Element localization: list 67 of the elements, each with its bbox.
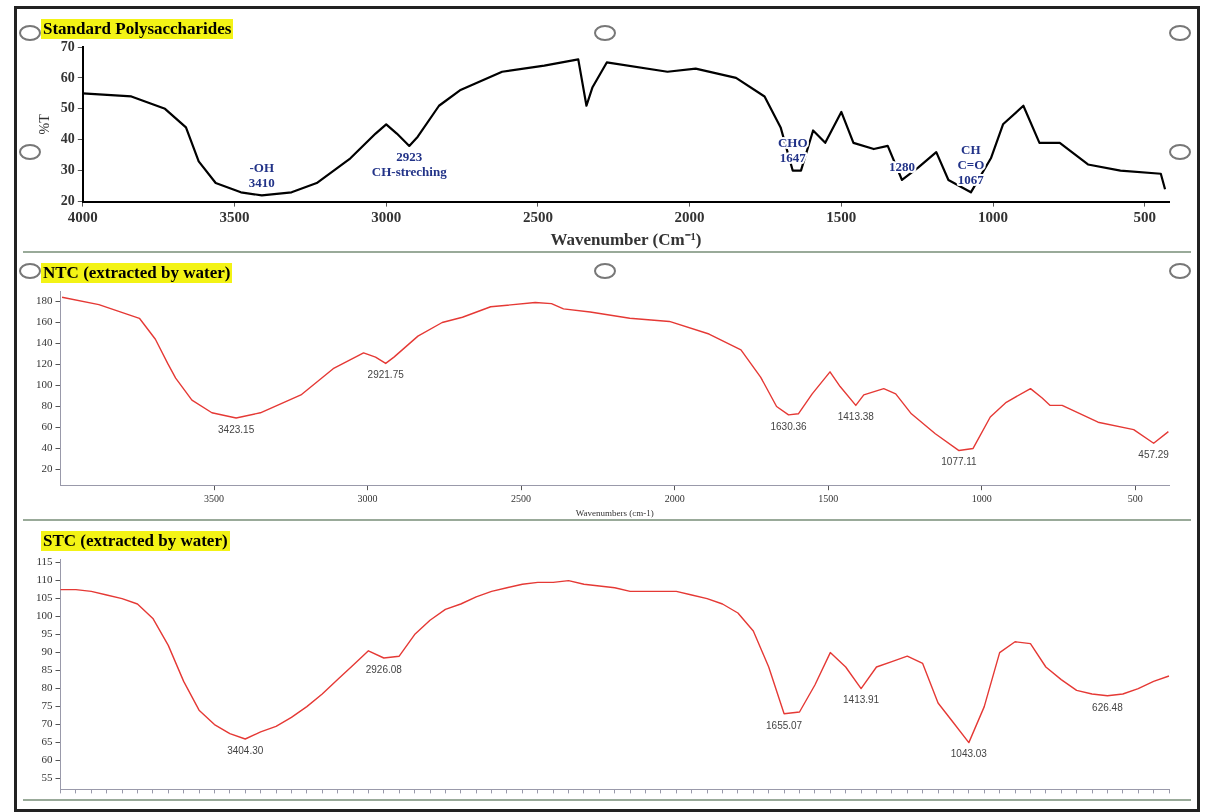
annotation: 2921.75: [367, 369, 405, 381]
y-tick-label: 65: [41, 735, 53, 748]
x-tick-label: 3500: [219, 209, 250, 226]
annotation: 2926.08: [365, 663, 403, 675]
y-tick-label: 20: [60, 193, 75, 209]
x-tick-label: 3000: [371, 209, 402, 226]
annotation: 1413.91: [843, 694, 880, 706]
x-axis-title: Wavenumbers (cm-1): [575, 507, 654, 518]
annotation: 1655.07: [766, 719, 803, 731]
y-tick-label: 40: [60, 131, 75, 147]
y-tick-label: 30: [60, 162, 75, 178]
y-tick-label: 60: [41, 420, 53, 433]
y-tick-label: 75: [41, 699, 53, 712]
y-tick-label: 50: [60, 100, 75, 116]
x-tick-label: 2500: [511, 492, 532, 504]
annotation: 3404.30: [227, 744, 264, 756]
y-tick-label: 60: [41, 753, 53, 766]
y-tick-label: 70: [41, 717, 53, 730]
x-tick-label: 500: [1133, 209, 1156, 226]
annotation: CH-streching: [371, 164, 448, 180]
y-tick-label: 55: [41, 771, 53, 784]
annotation: 626.48: [1092, 701, 1124, 713]
y-tick-label: 100: [36, 378, 53, 391]
chart-title: NTC (extracted by water): [41, 263, 233, 283]
annotation: 1630.36: [770, 420, 808, 432]
annotation: C=O: [957, 156, 985, 172]
annotation: 2923: [396, 149, 423, 165]
annotation: 1413.38: [837, 411, 875, 423]
chart-title: Standard Polysaccharides: [41, 19, 234, 39]
y-tick-label: 95: [41, 627, 53, 640]
x-tick-label: 3500: [204, 492, 225, 504]
y-tick-label: 70: [60, 38, 75, 54]
y-tick-label: 105: [36, 591, 53, 604]
x-tick-label: 1500: [818, 492, 839, 504]
x-tick-label: 500: [1127, 492, 1143, 504]
y-tick-label: 85: [41, 663, 53, 676]
y-tick-label: 100: [36, 609, 53, 622]
annotation: 457.29: [1138, 448, 1170, 460]
x-axis-title: Wavenumber (Cm⁻¹): [550, 230, 702, 250]
y-tick-label: 160: [36, 315, 53, 328]
x-tick-label: 2000: [664, 492, 685, 504]
y-tick-label: 60: [60, 69, 75, 85]
y-tick-label: 140: [36, 336, 53, 349]
y-tick-label: 180: [36, 294, 53, 307]
y-tick-label: 120: [36, 357, 53, 370]
annotation: 1043.03: [950, 748, 988, 760]
y-tick-label: 110: [36, 573, 53, 586]
x-tick-label: 1500: [826, 209, 857, 226]
y-tick-label: 90: [41, 645, 53, 658]
y-tick-label: 20: [41, 462, 53, 475]
annotation: -OH: [249, 159, 275, 175]
x-tick-label: 2500: [522, 209, 553, 226]
y-tick-label: 80: [41, 399, 53, 412]
x-tick-label: 1000: [978, 209, 1009, 226]
annotation: 1077.11: [941, 456, 978, 468]
y-tick-label: 115: [36, 555, 53, 568]
x-tick-label: 4000: [67, 209, 98, 226]
y-tick-label: 40: [41, 441, 53, 454]
annotation: CH: [961, 141, 981, 157]
y-axis-title: %T: [37, 113, 53, 135]
x-tick-label: 3000: [357, 492, 378, 504]
x-tick-label: 1000: [971, 492, 992, 504]
x-tick-label: 2000: [674, 209, 705, 226]
chart-title: STC (extracted by water): [41, 531, 230, 551]
y-tick-label: 80: [41, 681, 53, 694]
annotation: 3423.15: [218, 423, 255, 435]
annotation: 3410: [248, 174, 275, 190]
